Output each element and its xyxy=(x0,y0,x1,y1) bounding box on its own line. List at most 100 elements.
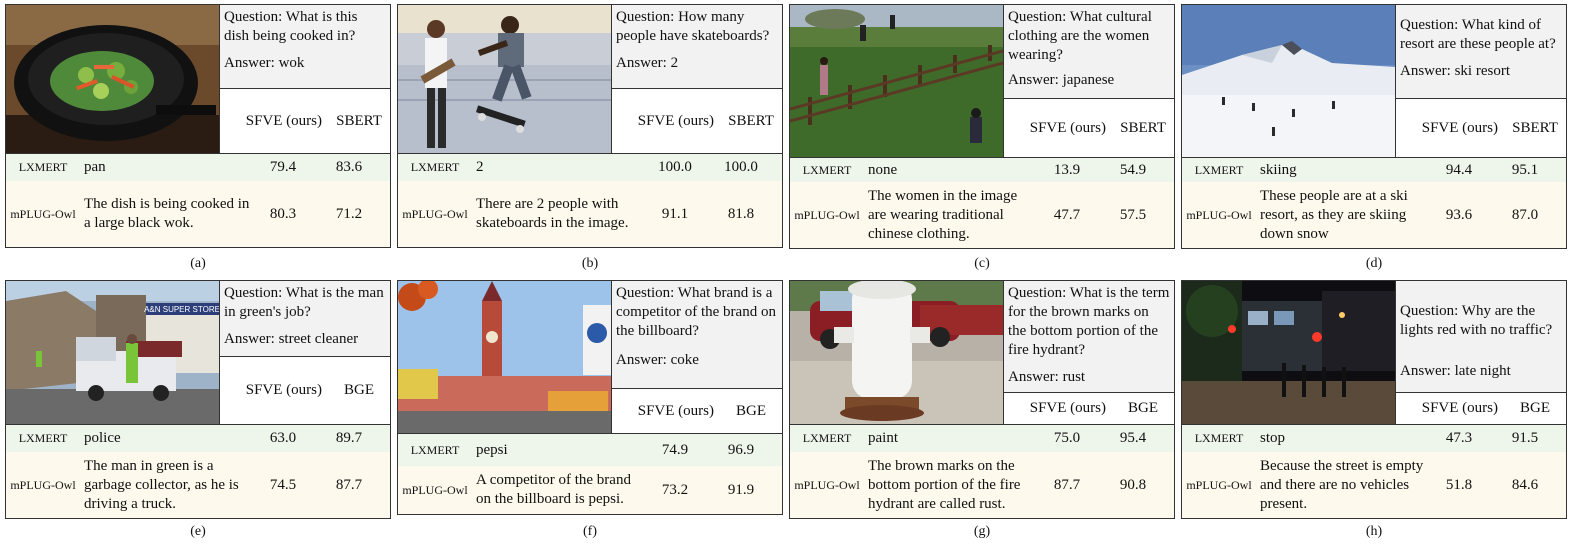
model-answer: 2 xyxy=(476,159,484,175)
metric-header-sfve: SFVE (ours) xyxy=(1421,119,1498,136)
score-sfve: 47.7 xyxy=(1053,206,1081,223)
metric-header-baseline: BGE xyxy=(1520,400,1550,416)
answer-text: Answer: japanese xyxy=(1008,72,1115,88)
model-answer: The brown marks on the bottom portion of… xyxy=(868,457,1021,512)
model-answer: There are 2 people with skateboards in t… xyxy=(476,196,629,231)
model-name: LXMERT xyxy=(1194,431,1244,445)
table-row: mPLUG-Owl There are 2 people with skateb… xyxy=(398,181,782,247)
model-name: mPLUG-Owl xyxy=(10,477,76,492)
model-name: mPLUG-Owl xyxy=(402,206,468,221)
model-answer: The dish is being cooked in a large blac… xyxy=(84,196,250,231)
question-text: Question: What is this dish being cooked… xyxy=(224,9,358,44)
model-answer: stop xyxy=(1260,430,1286,446)
score-sfve: 100.0 xyxy=(658,159,692,175)
score-sfve: 75.0 xyxy=(1053,430,1081,446)
panel-h: Question: Why are the lights red with no… xyxy=(1181,280,1567,539)
table-row: mPLUG-Owl The women in the image are wea… xyxy=(790,182,1174,248)
panel-d: Question: What kind of resort are these … xyxy=(1181,4,1567,271)
score-sfve: 51.8 xyxy=(1445,476,1473,493)
score-sfve: 13.9 xyxy=(1053,161,1081,178)
answer-text: Answer: ski resort xyxy=(1400,63,1510,79)
answer-text: Answer: street cleaner xyxy=(224,331,359,347)
score-baseline: 54.9 xyxy=(1119,161,1147,178)
score-baseline: 83.6 xyxy=(335,159,363,175)
table-row: mPLUG-Owl The dish is being cooked in a … xyxy=(6,181,390,247)
score-baseline: 89.7 xyxy=(335,430,363,446)
skateboarders-photo xyxy=(398,5,611,153)
panel-caption: (h) xyxy=(1365,524,1383,539)
question-text: Question: Why are the lights red with no… xyxy=(1400,303,1553,338)
table-row: LXMERT 2 100.0 100.0 xyxy=(398,154,782,181)
score-baseline: 84.6 xyxy=(1511,476,1539,493)
virtual-world-field-photo xyxy=(790,5,1003,157)
metric-header-baseline: SBERT xyxy=(1512,119,1558,136)
score-sfve: 91.1 xyxy=(661,205,689,222)
score-sfve: 79.4 xyxy=(269,159,297,175)
wok-with-vegetables-photo xyxy=(6,5,219,153)
panel-card: Question: What is the term for the brown… xyxy=(789,280,1175,519)
panel-caption: (e) xyxy=(190,524,206,539)
panel-card: Question: Why are the lights red with no… xyxy=(1181,280,1567,519)
table-row: LXMERT police 63.0 89.7 xyxy=(6,425,390,452)
score-baseline: 95.1 xyxy=(1511,161,1539,178)
score-baseline: 71.2 xyxy=(335,205,363,222)
panel-caption: (a) xyxy=(190,256,206,271)
score-baseline: 95.4 xyxy=(1119,430,1147,446)
score-sfve: 74.5 xyxy=(269,476,297,493)
model-name: mPLUG-Owl xyxy=(1186,207,1252,222)
score-baseline: 91.5 xyxy=(1511,430,1539,446)
model-answer: Because the street is empty and there ar… xyxy=(1260,457,1424,512)
panel-card: Question: What brand is a competitor of … xyxy=(397,280,783,515)
model-answer: pan xyxy=(84,159,106,175)
score-sfve: 87.7 xyxy=(1053,476,1081,493)
fire-hydrant-photo xyxy=(790,281,1003,424)
metric-header-baseline: BGE xyxy=(1128,400,1158,416)
metric-header-baseline: BGE xyxy=(344,382,374,398)
table-row: LXMERT none 13.9 54.9 xyxy=(790,158,1174,182)
model-name: mPLUG-Owl xyxy=(794,207,860,222)
metric-header-sfve: SFVE (ours) xyxy=(245,112,322,129)
store-sign: A&N SUPER STORE xyxy=(144,305,219,314)
model-answer: skiing xyxy=(1260,161,1297,178)
model-name: LXMERT xyxy=(410,160,460,174)
score-sfve: 63.0 xyxy=(269,430,297,446)
model-name: LXMERT xyxy=(802,431,852,445)
metric-header-baseline: SBERT xyxy=(1120,119,1166,136)
model-answer: police xyxy=(84,430,121,446)
panel-caption: (b) xyxy=(581,256,599,271)
score-baseline: 100.0 xyxy=(724,159,758,175)
metric-header-sfve: SFVE (ours) xyxy=(637,402,714,419)
score-sfve: 93.6 xyxy=(1445,206,1473,223)
model-name: mPLUG-Owl xyxy=(794,477,860,492)
panel-caption: (g) xyxy=(973,524,991,539)
question-text: Question: What kind of resort are these … xyxy=(1400,17,1556,52)
table-row: LXMERT skiing 94.4 95.1 xyxy=(1182,158,1566,182)
panel-card: A&N SUPER STORE Question: What is the ma… xyxy=(5,280,391,519)
panel-card: Question: How many people have skateboar… xyxy=(397,4,783,248)
answer-text: Answer: late night xyxy=(1400,363,1511,379)
panel-card: Question: What is this dish being cooked… xyxy=(5,4,391,248)
table-row: mPLUG-Owl These people are at a ski reso… xyxy=(1182,182,1566,248)
score-sfve: 74.9 xyxy=(661,441,689,458)
score-sfve: 80.3 xyxy=(269,205,297,222)
score-baseline: 81.8 xyxy=(727,205,755,222)
model-answer: pepsi xyxy=(476,441,508,458)
score-sfve: 73.2 xyxy=(661,481,689,498)
score-baseline: 90.8 xyxy=(1119,476,1147,493)
metric-header-baseline: BGE xyxy=(736,402,766,419)
street-truck-photo: A&N SUPER STORE xyxy=(6,281,219,424)
question-text: Question: What is the man in green's job… xyxy=(224,285,384,320)
model-answer: none xyxy=(868,161,898,178)
metric-header-sfve: SFVE (ours) xyxy=(637,112,714,129)
model-name: mPLUG-Owl xyxy=(1186,477,1252,492)
model-name: LXMERT xyxy=(1194,162,1244,177)
model-name: mPLUG-Owl xyxy=(10,206,76,221)
score-baseline: 87.7 xyxy=(335,476,363,493)
score-sfve: 94.4 xyxy=(1445,161,1473,178)
model-answer: paint xyxy=(868,430,898,446)
question-text: Question: How many people have skateboar… xyxy=(616,9,770,44)
model-name: LXMERT xyxy=(802,162,852,177)
table-row: mPLUG-Owl The man in green is a garbage … xyxy=(6,452,390,518)
model-name: LXMERT xyxy=(18,431,68,445)
model-name: LXMERT xyxy=(18,160,68,174)
